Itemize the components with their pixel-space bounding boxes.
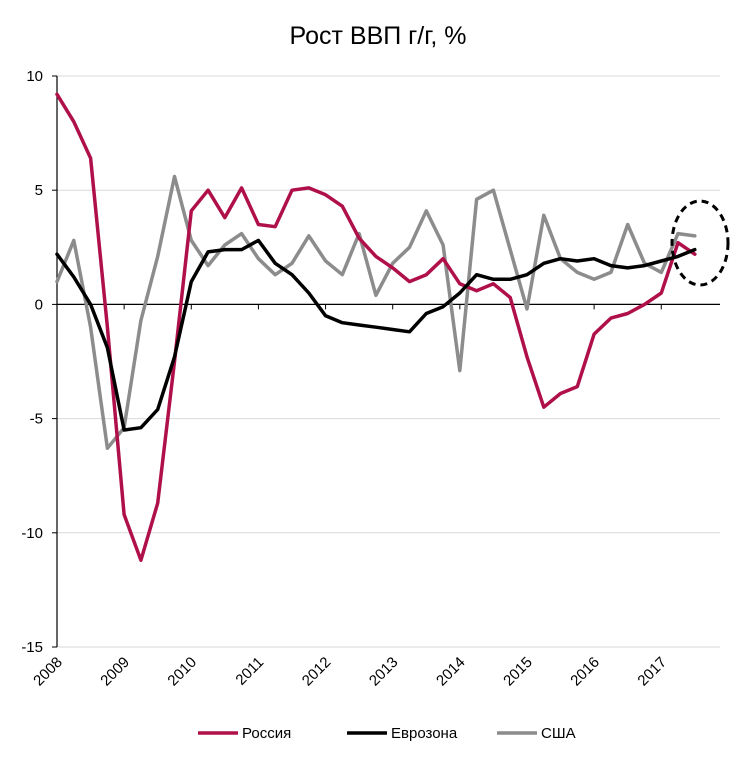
- x-tick-label: 2017: [634, 654, 670, 690]
- x-tick-label: 2010: [164, 654, 200, 690]
- x-tick-label: 2008: [30, 654, 66, 690]
- x-tick-label: 2011: [232, 654, 267, 689]
- x-tick-label: 2013: [366, 654, 402, 690]
- x-tick-label: 2009: [97, 654, 133, 690]
- y-tick-label: 10: [26, 68, 43, 85]
- series-line-1: [55, 238, 697, 432]
- legend-label: США: [541, 725, 576, 742]
- y-tick-label: -5: [30, 411, 43, 428]
- y-tick-label: -10: [21, 525, 43, 542]
- y-tick-label: 0: [35, 296, 43, 313]
- x-tick-labels: 2008 2009 2010 2011 2012 2013 2014 2015 2016 2017: [30, 304, 670, 689]
- legend-label: Россия: [242, 725, 291, 742]
- y-tick-labels: 10 5 0 -5 -10 -15: [21, 68, 57, 656]
- chart-title: Рост ВВП г/г, %: [290, 22, 467, 50]
- legend: Россия Еврозона США: [198, 725, 576, 742]
- x-tick-label: 2014: [433, 654, 469, 690]
- series-line-0: [55, 92, 697, 562]
- series-line-2: [55, 174, 697, 451]
- series-lines: [55, 92, 697, 562]
- y-tick-label: -15: [21, 639, 43, 656]
- x-tick-label: 2016: [567, 654, 603, 690]
- axes: [56, 76, 720, 647]
- grid-lines: [57, 75, 720, 648]
- x-tick-label: 2015: [500, 654, 536, 690]
- legend-label: Еврозона: [391, 725, 458, 742]
- x-tick-label: 2012: [299, 654, 335, 690]
- y-tick-label: 5: [35, 182, 43, 199]
- highlight-ellipse: [670, 199, 730, 287]
